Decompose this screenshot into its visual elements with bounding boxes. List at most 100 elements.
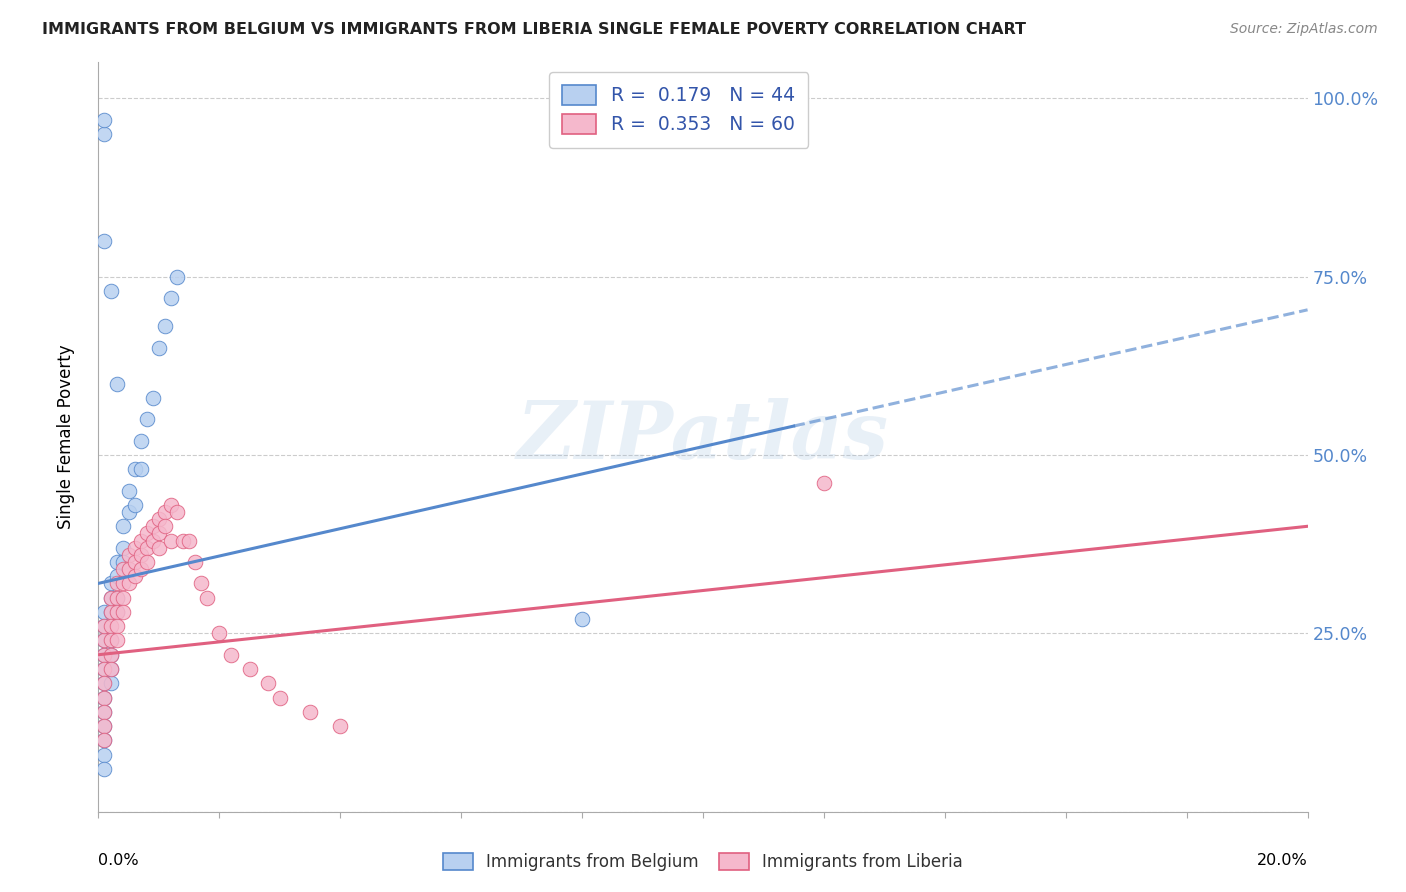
Point (100, 591, 122, 605)
Point (105, 591, 128, 605)
Point (571, 612, 593, 626)
Point (111, 541, 134, 555)
Point (93, 733, 115, 747)
Point (299, 705, 322, 719)
Point (111, 576, 134, 591)
Point (208, 626, 231, 640)
Point (148, 526, 170, 541)
Point (100, 662, 122, 676)
Point (93, 762, 115, 776)
Point (100, 576, 122, 591)
Point (100, 619, 122, 633)
Point (111, 519, 134, 533)
Point (105, 569, 128, 583)
Point (118, 483, 141, 498)
Legend: R =  0.179   N = 44, R =  0.353   N = 60: R = 0.179 N = 44, R = 0.353 N = 60 (550, 72, 808, 147)
Point (93, 676, 115, 690)
Point (100, 633, 122, 648)
Point (269, 690, 291, 705)
Point (329, 719, 352, 733)
Point (105, 376, 128, 391)
Point (100, 676, 122, 690)
Point (160, 498, 183, 512)
Point (105, 605, 128, 619)
Point (93, 705, 115, 719)
Point (129, 562, 152, 576)
Point (118, 562, 141, 576)
Point (100, 633, 122, 648)
Text: ZIPatlas: ZIPatlas (517, 399, 889, 475)
Text: 20.0%: 20.0% (1257, 853, 1308, 868)
Point (129, 462, 152, 476)
Point (93, 690, 115, 705)
Point (93, 662, 115, 676)
Point (93, 719, 115, 733)
Point (172, 533, 194, 548)
Point (129, 548, 152, 562)
Point (100, 648, 122, 662)
Point (124, 555, 146, 569)
Point (153, 505, 176, 519)
Point (160, 533, 183, 548)
Point (105, 633, 128, 648)
Point (153, 319, 176, 334)
Point (135, 412, 157, 426)
Point (124, 541, 146, 555)
Y-axis label: Single Female Poverty: Single Female Poverty (56, 345, 75, 529)
Point (148, 341, 170, 355)
Point (148, 512, 170, 526)
Text: IMMIGRANTS FROM BELGIUM VS IMMIGRANTS FROM LIBERIA SINGLE FEMALE POVERTY CORRELA: IMMIGRANTS FROM BELGIUM VS IMMIGRANTS FR… (42, 22, 1026, 37)
Point (105, 591, 128, 605)
Point (142, 391, 165, 405)
Point (813, 476, 835, 491)
Point (135, 541, 157, 555)
Point (124, 498, 146, 512)
Point (93, 662, 115, 676)
Point (93, 747, 115, 762)
Point (111, 562, 134, 576)
Point (135, 555, 157, 569)
Point (118, 548, 141, 562)
Point (142, 533, 165, 548)
Point (93, 676, 115, 690)
Point (105, 605, 128, 619)
Point (93, 705, 115, 719)
Point (93, 619, 115, 633)
Point (100, 591, 122, 605)
Point (111, 591, 134, 605)
Point (93, 234, 115, 248)
Point (100, 284, 122, 298)
Point (111, 555, 134, 569)
Point (166, 269, 188, 284)
Point (93, 690, 115, 705)
Point (93, 605, 115, 619)
Point (93, 719, 115, 733)
Point (124, 462, 146, 476)
Point (100, 662, 122, 676)
Point (148, 541, 170, 555)
Point (93, 648, 115, 662)
Point (93, 733, 115, 747)
Point (124, 569, 146, 583)
Point (153, 519, 176, 533)
Point (93, 633, 115, 648)
Point (105, 576, 128, 591)
Point (166, 505, 188, 519)
Point (93, 112, 115, 127)
Point (93, 633, 115, 648)
Point (118, 576, 141, 591)
Point (111, 605, 134, 619)
Text: 0.0%: 0.0% (98, 853, 139, 868)
Point (129, 533, 152, 548)
Point (100, 605, 122, 619)
Point (135, 526, 157, 541)
Point (118, 505, 141, 519)
Point (142, 519, 165, 533)
Point (179, 533, 201, 548)
Point (184, 555, 207, 569)
Point (190, 576, 212, 591)
Point (129, 434, 152, 448)
Point (239, 662, 262, 676)
Point (256, 676, 278, 690)
Point (105, 619, 128, 633)
